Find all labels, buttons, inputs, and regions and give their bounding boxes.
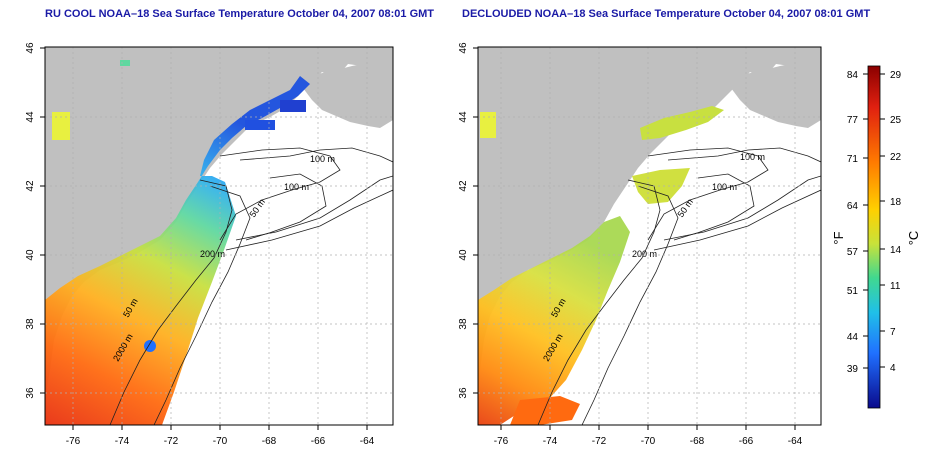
right-lon-tick-76: -76 [494, 436, 509, 447]
left-lat-tick-38: 38 [25, 318, 36, 330]
colorbar-c-tick-7: 7 [890, 327, 896, 338]
colorbar-c-tick-14: 14 [890, 245, 902, 256]
left-contour-label-200m: 200 m [200, 249, 225, 259]
colorbar-c-tick-25: 25 [890, 115, 902, 126]
right-land-novascotia [728, 56, 821, 128]
colorbar-f-tick-44: 44 [847, 332, 859, 343]
left-lat-tick-42: 42 [25, 180, 36, 192]
right-lon-tick-64: -64 [788, 436, 803, 447]
left-lon-tick-76: -76 [66, 436, 81, 447]
left-lon-tick-64: -64 [360, 436, 375, 447]
right-contour-label-200m: 200 m [632, 249, 657, 259]
left-map: 100 m 100 m 50 m 200 m 50 m 2000 m [25, 42, 394, 447]
right-contour-label-100m-b: 100 m [712, 182, 737, 192]
left-lat-tick-36: 36 [25, 387, 36, 399]
left-sst-swath [45, 76, 310, 425]
right-sst-field [478, 216, 630, 425]
left-lon-tick-74: -74 [115, 436, 130, 447]
right-lon-tick-66: -66 [739, 436, 754, 447]
left-contour-label-100m-b: 100 m [284, 182, 309, 192]
right-lon-tick-74: -74 [543, 436, 558, 447]
left-lat-tick-44: 44 [25, 111, 36, 123]
left-lon-tick-72: -72 [164, 436, 179, 447]
colorbar-gradient [867, 65, 881, 409]
left-contour-label-100m-a: 100 m [310, 154, 335, 164]
colorbar: 84 77 71 64 57 51 44 39 29 25 22 18 14 1… [831, 65, 921, 409]
left-map-title: RU COOL NOAA–18 Sea Surface Temperature … [45, 8, 435, 20]
right-lon-tick-68: -68 [690, 436, 705, 447]
colorbar-f-tick-51: 51 [847, 286, 859, 297]
right-lat-tick-44: 44 [458, 111, 469, 123]
right-lat-tick-46: 46 [458, 42, 469, 54]
colorbar-f-tick-71: 71 [847, 154, 859, 165]
right-map-title: DECLOUDED NOAA–18 Sea Surface Temperatur… [462, 8, 871, 20]
colorbar-c-tick-11: 11 [890, 281, 901, 292]
colorbar-c-tick-22: 22 [890, 152, 902, 163]
left-lat-tick-40: 40 [25, 249, 36, 261]
colorbar-c-tick-29: 29 [890, 70, 902, 81]
colorbar-c-tick-18: 18 [890, 197, 902, 208]
right-lon-tick-70: -70 [641, 436, 656, 447]
right-lat-tick-42: 42 [458, 180, 469, 192]
colorbar-f-tick-39: 39 [847, 364, 859, 375]
right-lat-tick-36: 36 [458, 387, 469, 399]
right-lon-tick-72: -72 [592, 436, 607, 447]
colorbar-f-tick-84: 84 [847, 70, 859, 81]
colorbar-fahrenheit-label: °F [831, 231, 846, 244]
colorbar-celsius-label: °C [906, 231, 921, 246]
colorbar-f-tick-64: 64 [847, 201, 859, 212]
right-lat-tick-38: 38 [458, 318, 469, 330]
left-lon-tick-70: -70 [213, 436, 228, 447]
right-lat-tick-40: 40 [458, 249, 469, 261]
colorbar-f-tick-77: 77 [847, 115, 859, 126]
left-lon-tick-68: -68 [262, 436, 277, 447]
left-land-novascotia [300, 56, 393, 128]
left-lat-tick-46: 46 [25, 42, 36, 54]
left-land-mainland [45, 47, 393, 400]
right-map: 100 m 100 m 50 m 200 m 50 m 2000 m [458, 42, 822, 447]
right-contour-label-100m-a: 100 m [740, 152, 765, 162]
left-lon-tick-66: -66 [311, 436, 326, 447]
colorbar-f-tick-57: 57 [847, 247, 859, 258]
right-land-mainland [478, 47, 821, 400]
colorbar-c-tick-4: 4 [890, 363, 896, 374]
